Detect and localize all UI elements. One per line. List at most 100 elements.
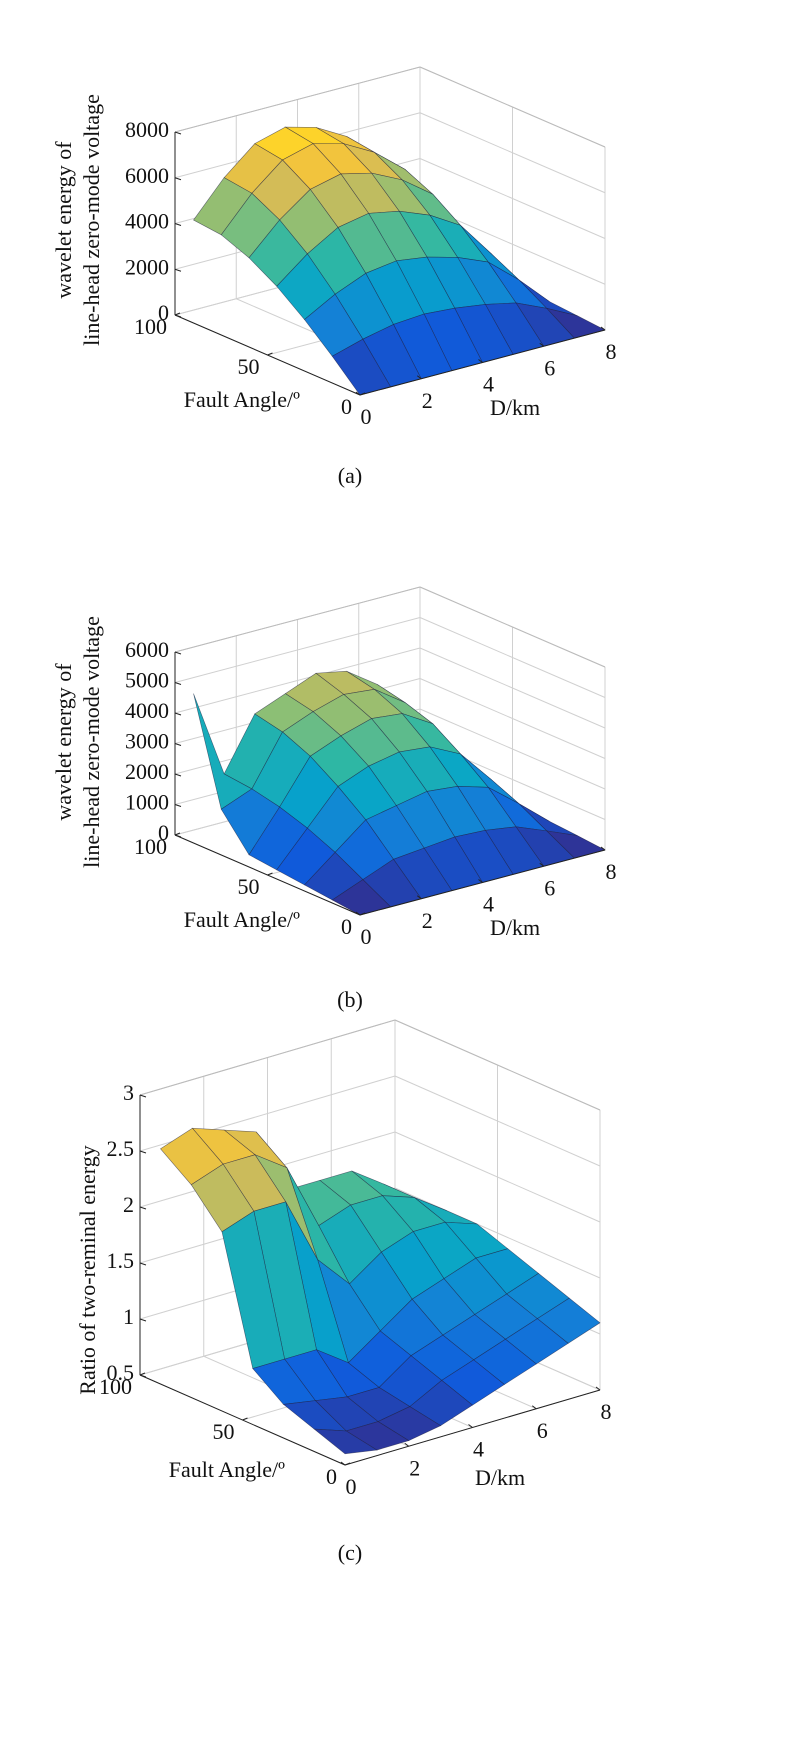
box-edge [394, 1019, 601, 1111]
z-tick-label: 0.5 [107, 1360, 135, 1385]
y-tick-label: 100 [99, 1374, 132, 1399]
tick-mark [595, 1386, 601, 1391]
y-tick-label: 0 [341, 914, 352, 939]
z-tick-label: 1.5 [107, 1248, 135, 1273]
y-tick-label: 100 [134, 834, 167, 859]
z-tick-label: 2000 [125, 759, 169, 784]
x-axis-label: D/km [490, 395, 540, 420]
tick-mark [139, 1206, 147, 1210]
tick-mark [174, 682, 182, 685]
tick-mark [174, 312, 181, 316]
tick-mark [174, 177, 182, 181]
z-tick-label: 6000 [125, 163, 169, 188]
tick-mark [174, 223, 182, 226]
y-tick-label: 50 [213, 1419, 235, 1444]
tick-mark [355, 391, 361, 396]
box-edge [419, 586, 606, 668]
z-axis-label: line-head zero-mode voltage [79, 616, 104, 868]
caption: (b) [337, 987, 363, 1012]
box-edge [174, 586, 421, 653]
tick-mark [174, 712, 182, 716]
surface-patch [313, 1428, 378, 1455]
z-tick-label: 2.5 [107, 1136, 135, 1161]
z-axis-label: wavelet energy of [51, 141, 76, 299]
tick-mark [267, 872, 273, 876]
tick-mark [174, 651, 182, 655]
tick-mark [174, 832, 181, 836]
tick-mark [531, 1405, 537, 1410]
tick-mark [539, 862, 545, 867]
z-tick-label: 1 [123, 1304, 134, 1329]
tick-mark [174, 743, 182, 746]
tick-mark [174, 268, 182, 272]
z-tick-label: 4000 [125, 209, 169, 234]
tick-mark [404, 1442, 410, 1447]
tick-mark [139, 1372, 146, 1376]
x-tick-label: 4 [473, 1437, 484, 1462]
x-tick-label: 2 [422, 388, 433, 413]
tick-mark [139, 1094, 147, 1098]
x-axis-label: D/km [475, 1465, 525, 1490]
y-tick-label: 50 [238, 354, 260, 379]
box-edge [419, 66, 606, 148]
x-tick-label: 8 [606, 859, 617, 884]
z-axis-label: wavelet energy of [51, 663, 76, 821]
tick-mark [267, 352, 273, 356]
y-axis-label: Fault Angle/º [184, 907, 300, 932]
x-tick-label: 2 [422, 908, 433, 933]
x-tick-label: 6 [537, 1418, 548, 1443]
z-tick-label: 5000 [125, 668, 169, 693]
tick-mark [478, 359, 483, 363]
caption: (a) [338, 463, 362, 488]
y-tick-label: 0 [341, 394, 352, 419]
box-edge [139, 1019, 396, 1096]
tick-mark [600, 326, 606, 331]
x-tick-label: 4 [483, 892, 494, 917]
z-tick-label: 2 [123, 1192, 134, 1217]
tick-mark [468, 1424, 473, 1428]
z-axis-label: Ratio of two-reminal energy [75, 1145, 100, 1394]
tick-mark [478, 879, 483, 883]
tick-mark [139, 1150, 147, 1154]
caption: (c) [338, 1540, 362, 1565]
tick-mark [344, 1462, 351, 1466]
z-tick-label: 2000 [125, 254, 169, 279]
tick-mark [174, 314, 182, 318]
x-tick-label: 8 [606, 339, 617, 364]
z-tick-label: 0 [158, 300, 169, 325]
tick-mark [242, 1417, 248, 1421]
tick-mark [359, 392, 366, 396]
x-tick-label: 0 [361, 924, 372, 949]
z-axis-label: line-head zero-mode voltage [79, 94, 104, 346]
tick-mark [355, 911, 361, 916]
z-tick-label: 1000 [125, 790, 169, 815]
y-axis-label: Fault Angle/º [169, 1457, 285, 1482]
y-tick-label: 50 [238, 874, 260, 899]
x-tick-label: 4 [483, 372, 494, 397]
tick-mark [416, 895, 422, 900]
tick-mark [416, 375, 422, 380]
tick-mark [139, 1374, 147, 1378]
tick-mark [539, 342, 545, 347]
y-tick-label: 100 [134, 314, 167, 339]
tick-mark [340, 1461, 346, 1466]
tick-mark [174, 773, 182, 777]
y-tick-label: 0 [326, 1464, 337, 1489]
z-tick-label: 3000 [125, 729, 169, 754]
y-axis-label: Fault Angle/º [184, 387, 300, 412]
z-tick-label: 8000 [125, 117, 169, 142]
x-axis-label: D/km [490, 915, 540, 940]
x-tick-label: 0 [361, 404, 372, 429]
z-tick-label: 0 [158, 820, 169, 845]
z-tick-label: 4000 [125, 698, 169, 723]
x-tick-label: 0 [346, 1474, 357, 1499]
tick-mark [359, 912, 366, 916]
x-tick-label: 8 [601, 1399, 612, 1424]
z-tick-label: 6000 [125, 637, 169, 662]
tick-mark [139, 1262, 147, 1266]
tick-mark [600, 846, 606, 851]
z-tick-label: 3 [123, 1080, 134, 1105]
tick-mark [174, 804, 182, 807]
x-tick-label: 6 [544, 355, 555, 380]
